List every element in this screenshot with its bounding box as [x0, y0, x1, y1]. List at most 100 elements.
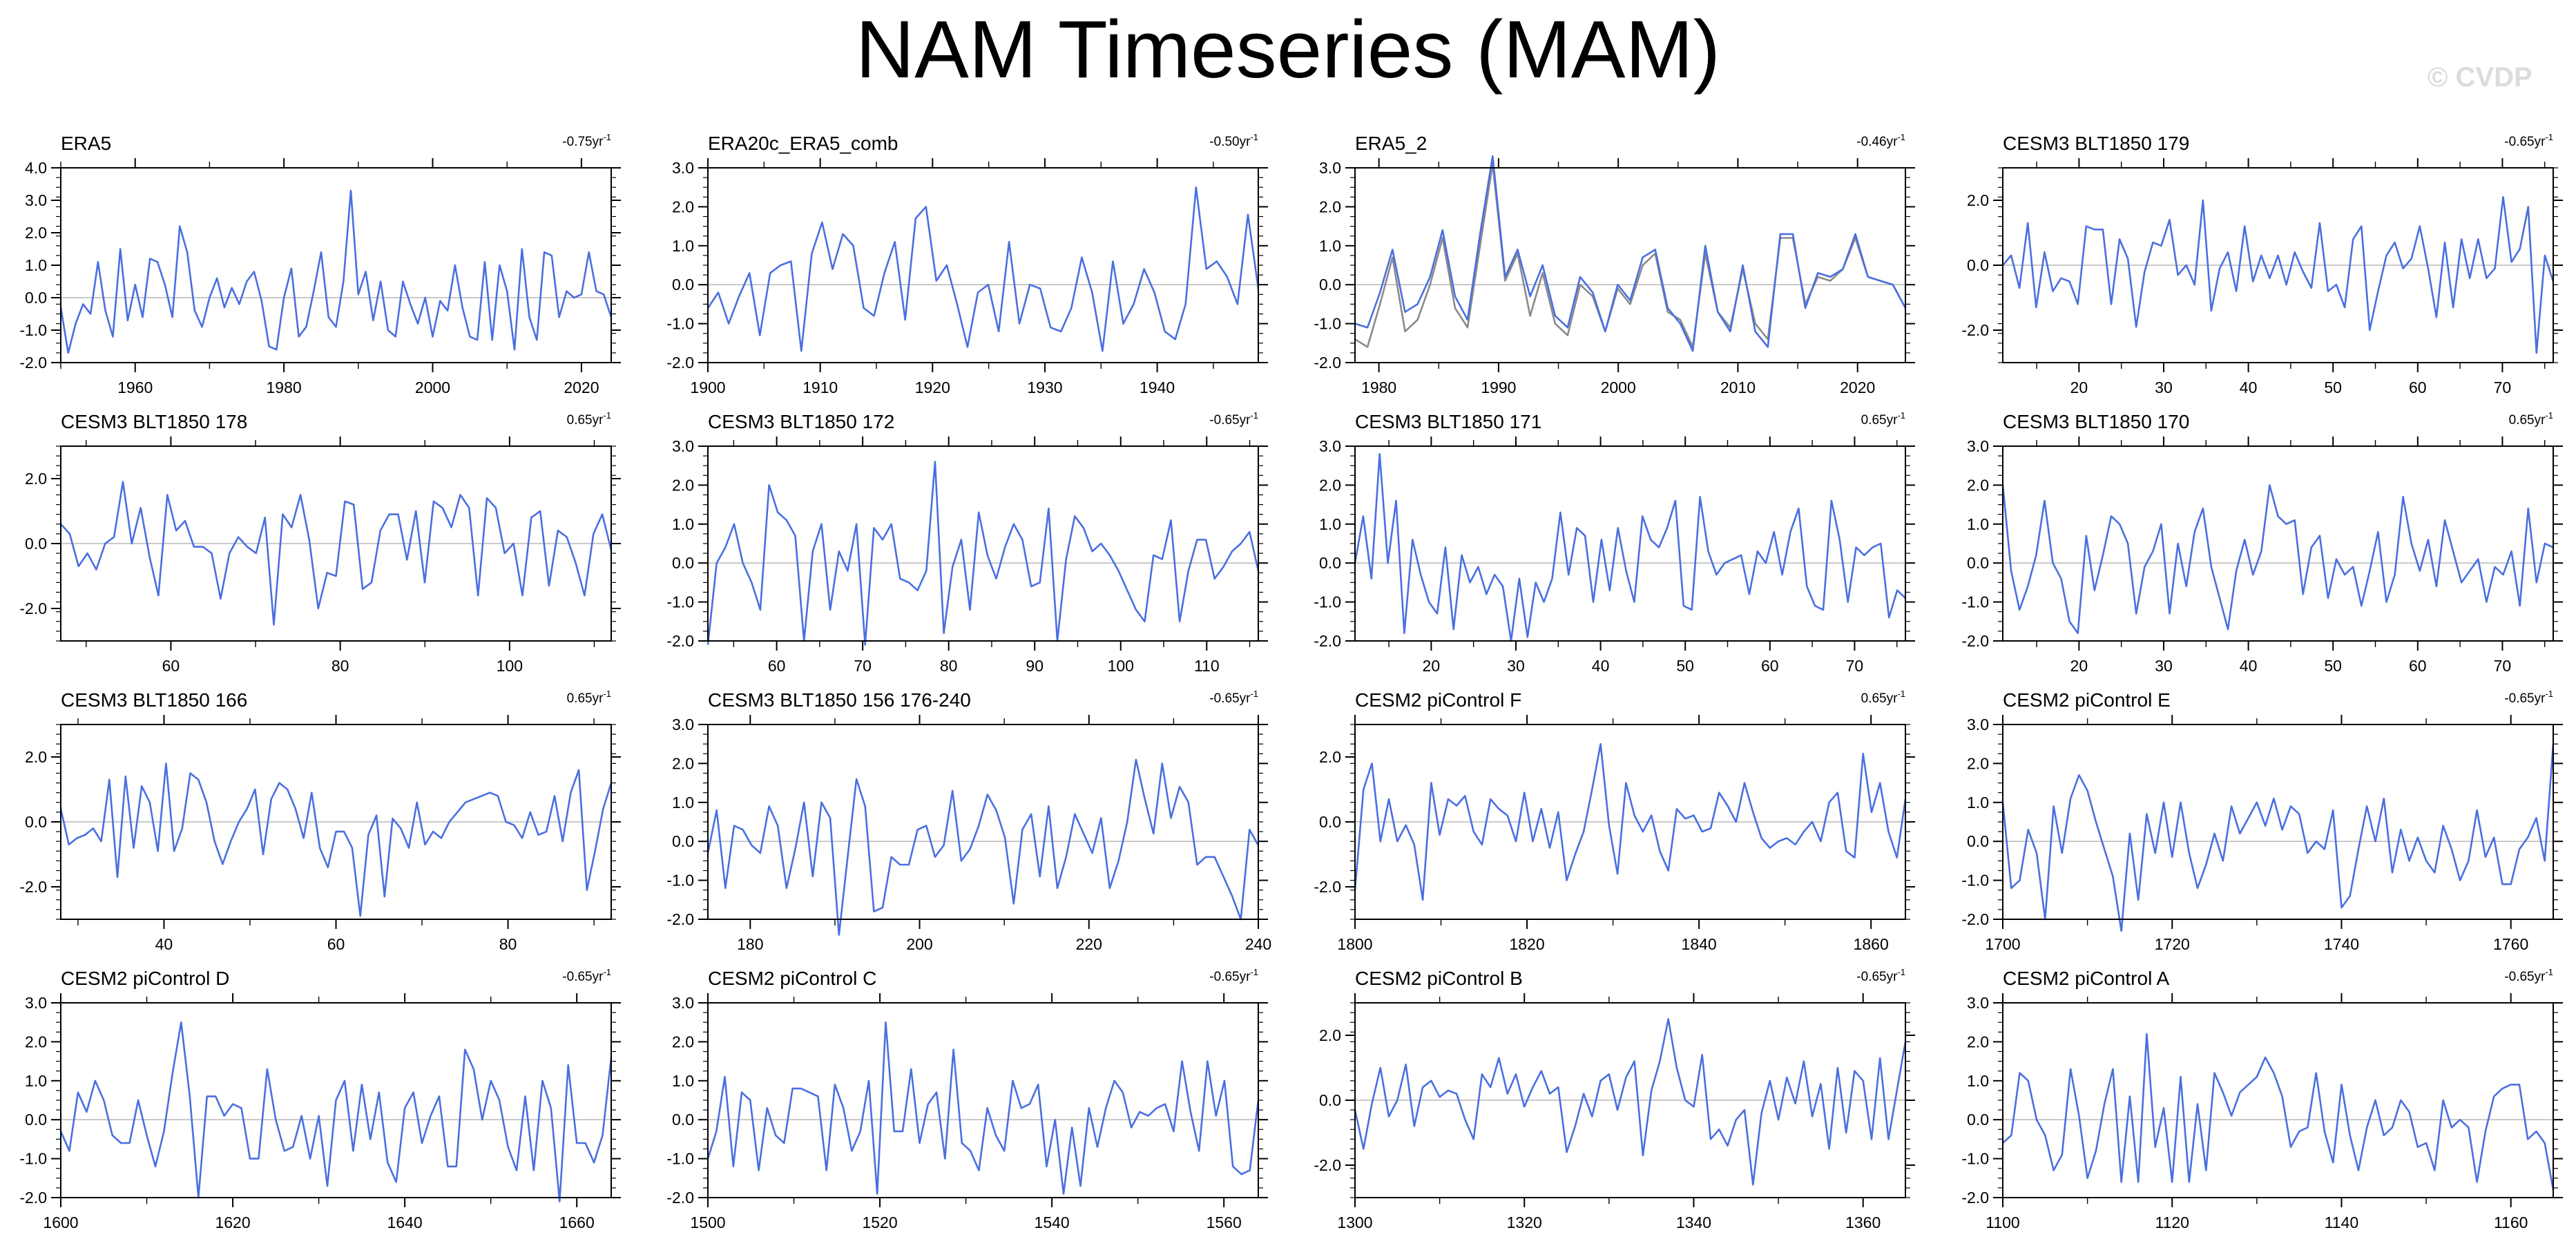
x-tick-label: 40: [155, 935, 173, 953]
trend-superscript: -1: [1250, 689, 1258, 699]
y-tick-label: -1.0: [666, 872, 694, 890]
x-tick-label: 2020: [564, 378, 599, 396]
y-tick-label: 1.0: [25, 256, 47, 274]
plot-frame: [2002, 724, 2554, 920]
trend-label: -0.46yr-1: [1856, 132, 1905, 149]
panel-title: CESM3 BLT1850 178: [61, 411, 247, 432]
panel-11: -2.0 0.0 2.0 1800 1820 1840 1860 CESM2 piContro…: [1314, 689, 1915, 953]
series-line: [1354, 1018, 1907, 1186]
y-tick-label: 4.0: [25, 159, 47, 177]
series-line: [707, 758, 1260, 936]
x-tick-label: 30: [1507, 657, 1525, 675]
x-tick-label: 1820: [1509, 935, 1544, 953]
y-tick-label: -1.0: [1314, 315, 1341, 333]
x-tick-label: 70: [854, 657, 872, 675]
x-tick-label: 40: [2240, 657, 2258, 675]
series-line: [707, 186, 1260, 352]
y-tick-label: 0.0: [1319, 813, 1341, 831]
y-tick-label: 2.0: [1967, 476, 1989, 494]
y-tick-label: 3.0: [25, 994, 47, 1012]
y-tick-label: 0.0: [1319, 1091, 1341, 1109]
y-tick-label: -1.0: [666, 315, 694, 333]
y-tick-label: 3.0: [672, 437, 694, 455]
panel-title: ERA5_2: [1355, 133, 1427, 154]
y-tick-label: 0.0: [25, 1111, 47, 1129]
y-tick-label: 0.0: [1319, 276, 1341, 294]
trend-label: -0.75yr-1: [562, 132, 611, 149]
panel-title: CESM2 piControl D: [61, 968, 229, 989]
x-tick-label: 1320: [1507, 1213, 1542, 1231]
y-tick-label: -2.0: [19, 1189, 47, 1207]
y-tick-label: 0.0: [672, 832, 694, 850]
trend-superscript: -1: [1897, 132, 1905, 142]
series-line: [2001, 484, 2554, 635]
x-tick-label: 50: [1676, 657, 1694, 675]
y-tick-label: 0.0: [1967, 554, 1989, 572]
y-tick-label: -2.0: [666, 354, 694, 372]
x-tick-label: 80: [331, 657, 349, 675]
panel-title: CESM3 BLT1850 172: [708, 411, 894, 432]
trend-superscript: -1: [2545, 967, 2553, 977]
x-tick-label: 100: [1108, 657, 1134, 675]
y-tick-label: -2.0: [1961, 632, 1989, 650]
y-tick-label: 2.0: [1967, 754, 1989, 772]
x-tick-label: 20: [2070, 657, 2088, 675]
y-tick-label: -1.0: [1961, 872, 1989, 890]
panel-1: -2.0 -1.0 0.0 1.0 2.0 3.0 4.0 1960 1980 2000 2020 E…: [19, 132, 621, 396]
series-line: [1354, 155, 1907, 352]
x-tick-label: 1100: [1986, 1213, 2019, 1231]
y-tick-label: -1.0: [19, 321, 47, 339]
y-tick-label: -1.0: [1961, 1150, 1989, 1168]
trend-superscript: -1: [2545, 410, 2553, 421]
trend-superscript: -1: [1897, 967, 1905, 977]
y-tick-label: -1.0: [666, 1150, 694, 1168]
y-tick-label: -2.0: [1314, 632, 1341, 650]
trend-label: 0.65yr-1: [1861, 410, 1905, 428]
x-tick-label: 1500: [690, 1213, 725, 1231]
y-tick-label: 3.0: [1319, 437, 1341, 455]
trend-label: -0.65yr-1: [1209, 967, 1258, 984]
x-tick-label: 70: [2494, 657, 2512, 675]
y-tick-label: 2.0: [672, 754, 694, 772]
panel-8: -2.0 -1.0 0.0 1.0 2.0 3.0 20 30 40 50 60 70 CESM3 BL…: [1961, 410, 2563, 675]
x-tick-label: 2010: [1720, 378, 1756, 396]
y-tick-label: -2.0: [666, 632, 694, 650]
trend-label: 0.65yr-1: [1861, 689, 1905, 706]
x-tick-label: 30: [2155, 657, 2173, 675]
panel-16: -2.0 -1.0 0.0 1.0 2.0 3.0 1100 1120 1140 1160 CESM…: [1961, 967, 2563, 1231]
y-tick-label: 3.0: [1967, 716, 1989, 733]
x-tick-label: 60: [1761, 657, 1779, 675]
panel-7: -2.0 -1.0 0.0 1.0 2.0 3.0 20 30 40 50 60 70 CESM3 BL…: [1314, 410, 1915, 675]
y-tick-label: 3.0: [1967, 437, 1989, 455]
y-tick-label: -1.0: [1961, 593, 1989, 611]
y-tick-label: 0.0: [1967, 256, 1989, 274]
panel-title: CESM2 piControl F: [1355, 689, 1521, 711]
x-tick-label: 1520: [862, 1213, 897, 1231]
x-tick-label: 1980: [1361, 378, 1396, 396]
plot-frame: [60, 167, 612, 363]
x-tick-label: 1360: [1845, 1213, 1881, 1231]
y-tick-label: 0.0: [25, 813, 47, 831]
y-tick-label: -2.0: [666, 1189, 694, 1207]
panel-title: ERA20c_ERA5_comb: [708, 133, 898, 154]
x-tick-label: 70: [1846, 657, 1864, 675]
y-tick-label: -1.0: [19, 1150, 47, 1168]
trend-label: 0.65yr-1: [567, 410, 611, 428]
y-tick-label: 3.0: [672, 159, 694, 177]
y-tick-label: 0.0: [672, 1111, 694, 1129]
y-tick-label: 1.0: [1319, 515, 1341, 533]
x-tick-label: 1640: [387, 1213, 423, 1231]
trend-superscript: -1: [1897, 410, 1905, 421]
panel-title: CESM2 piControl A: [2003, 968, 2170, 989]
panel-14: -2.0 -1.0 0.0 1.0 2.0 3.0 1500 1520 1540 1560 CESM…: [666, 967, 1268, 1231]
series-line: [1354, 452, 1906, 642]
y-tick-label: 1.0: [672, 515, 694, 533]
x-tick-label: 1300: [1337, 1213, 1372, 1231]
trend-superscript: -1: [603, 410, 611, 421]
y-tick-label: 2.0: [1319, 1026, 1341, 1044]
panel-10: -2.0 -1.0 0.0 1.0 2.0 3.0 180 200 220 240 CESM3 BL…: [666, 689, 1271, 953]
series-line-secondary: [1354, 163, 1907, 348]
x-tick-label: 30: [2155, 378, 2173, 396]
trend-label: -0.65yr-1: [1209, 410, 1258, 428]
